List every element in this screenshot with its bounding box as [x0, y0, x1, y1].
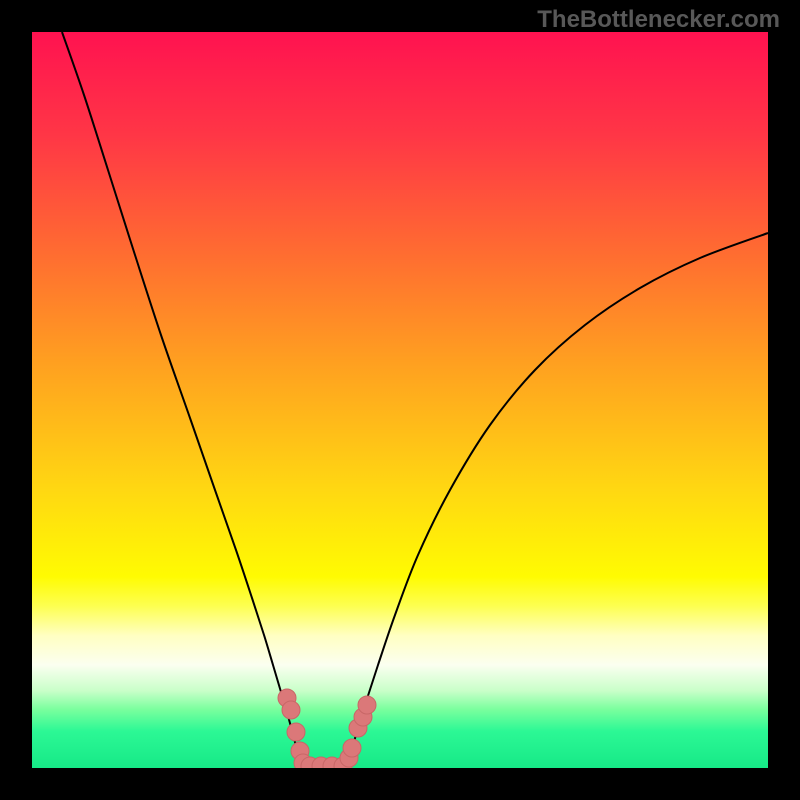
bottleneck-chart: [32, 32, 768, 768]
watermark-text: TheBottlenecker.com: [537, 6, 780, 34]
marker-dot: [343, 739, 361, 757]
gradient-background: [32, 32, 768, 768]
chart-frame: TheBottlenecker.com: [0, 0, 800, 800]
marker-dot: [287, 723, 305, 741]
marker-dot: [282, 701, 300, 719]
marker-dot: [358, 696, 376, 714]
